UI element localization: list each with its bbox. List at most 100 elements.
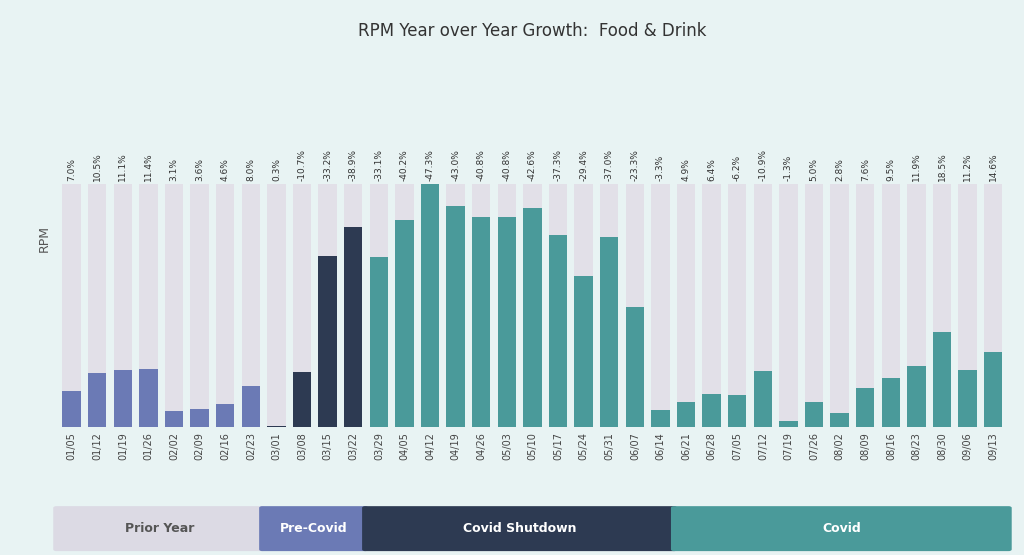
Text: 11.2%: 11.2% — [964, 152, 972, 181]
Bar — [62, 184, 81, 427]
Text: 7.0%: 7.0% — [68, 158, 76, 181]
Bar — [677, 402, 695, 427]
Text: -10.7%: -10.7% — [298, 149, 306, 181]
Text: -33.2%: -33.2% — [324, 149, 332, 181]
Text: 8.0%: 8.0% — [247, 158, 255, 181]
Bar — [293, 372, 311, 427]
Text: -3.3%: -3.3% — [656, 154, 665, 181]
Bar — [139, 369, 158, 427]
Text: 6.4%: 6.4% — [708, 158, 716, 181]
Bar — [933, 184, 951, 427]
Text: 0.3%: 0.3% — [272, 158, 281, 181]
Bar — [421, 184, 439, 427]
Bar — [549, 235, 567, 427]
Bar — [472, 218, 490, 427]
Y-axis label: RPM: RPM — [38, 225, 51, 252]
Bar — [344, 227, 362, 427]
Bar — [600, 237, 618, 427]
Text: -43.0%: -43.0% — [452, 149, 460, 181]
Bar — [242, 184, 260, 427]
Text: 18.5%: 18.5% — [938, 152, 946, 181]
Bar — [882, 379, 900, 427]
Bar — [830, 184, 849, 427]
Bar — [216, 403, 234, 427]
Bar — [856, 184, 874, 427]
Text: -40.8%: -40.8% — [503, 149, 511, 181]
Bar — [882, 184, 900, 427]
Text: 7.6%: 7.6% — [861, 158, 869, 181]
Bar — [344, 184, 362, 427]
Text: Covid Shutdown: Covid Shutdown — [463, 522, 577, 535]
Text: -37.0%: -37.0% — [605, 149, 613, 181]
Bar — [165, 184, 183, 427]
Title: RPM Year over Year Growth:  Food & Drink: RPM Year over Year Growth: Food & Drink — [358, 22, 707, 40]
Text: 5.0%: 5.0% — [810, 158, 818, 181]
Text: 3.6%: 3.6% — [196, 158, 204, 181]
Bar — [370, 184, 388, 427]
Bar — [472, 184, 490, 427]
Text: 3.1%: 3.1% — [170, 158, 178, 181]
Bar — [139, 184, 158, 427]
Bar — [754, 184, 772, 427]
Bar — [216, 184, 234, 427]
Bar — [754, 371, 772, 427]
Bar — [779, 421, 798, 427]
Bar — [395, 184, 414, 427]
Text: 11.1%: 11.1% — [119, 152, 127, 181]
Text: -40.2%: -40.2% — [400, 149, 409, 181]
Bar — [446, 184, 465, 427]
Bar — [933, 332, 951, 427]
Bar — [574, 184, 593, 427]
Bar — [293, 184, 311, 427]
Text: Covid: Covid — [822, 522, 861, 535]
Bar — [984, 184, 1002, 427]
Text: -23.3%: -23.3% — [631, 149, 639, 181]
Bar — [267, 426, 286, 427]
Bar — [114, 184, 132, 427]
Bar — [830, 413, 849, 427]
Bar — [421, 184, 439, 427]
Text: -29.4%: -29.4% — [580, 149, 588, 181]
Bar — [88, 374, 106, 427]
Text: -42.6%: -42.6% — [528, 149, 537, 181]
Bar — [62, 391, 81, 427]
Text: 2.8%: 2.8% — [836, 158, 844, 181]
Bar — [651, 410, 670, 427]
Bar — [856, 388, 874, 427]
Text: -1.3%: -1.3% — [784, 154, 793, 181]
Bar — [907, 184, 926, 427]
Bar — [702, 184, 721, 427]
Bar — [626, 184, 644, 427]
Bar — [984, 352, 1002, 427]
Bar — [446, 206, 465, 427]
Bar — [779, 184, 798, 427]
Bar — [958, 184, 977, 427]
Bar — [242, 386, 260, 427]
Text: 14.6%: 14.6% — [989, 152, 997, 181]
Text: 9.5%: 9.5% — [887, 158, 895, 181]
Text: -33.1%: -33.1% — [375, 149, 383, 181]
Text: Pre-Covid: Pre-Covid — [280, 522, 347, 535]
Bar — [318, 184, 337, 427]
Bar — [805, 402, 823, 427]
Bar — [190, 409, 209, 427]
Bar — [549, 184, 567, 427]
Bar — [702, 395, 721, 427]
Text: -6.2%: -6.2% — [733, 155, 741, 181]
Bar — [498, 218, 516, 427]
Bar — [523, 208, 542, 427]
Bar — [370, 257, 388, 427]
Text: -37.3%: -37.3% — [554, 149, 562, 181]
Bar — [907, 366, 926, 427]
Text: 11.9%: 11.9% — [912, 152, 921, 181]
Text: 11.4%: 11.4% — [144, 152, 153, 181]
Bar — [958, 370, 977, 427]
Text: -47.3%: -47.3% — [426, 149, 434, 181]
Bar — [677, 184, 695, 427]
Text: -38.9%: -38.9% — [349, 149, 357, 181]
Bar — [728, 184, 746, 427]
Bar — [523, 184, 542, 427]
Bar — [805, 184, 823, 427]
Bar — [318, 256, 337, 427]
Bar — [626, 307, 644, 427]
